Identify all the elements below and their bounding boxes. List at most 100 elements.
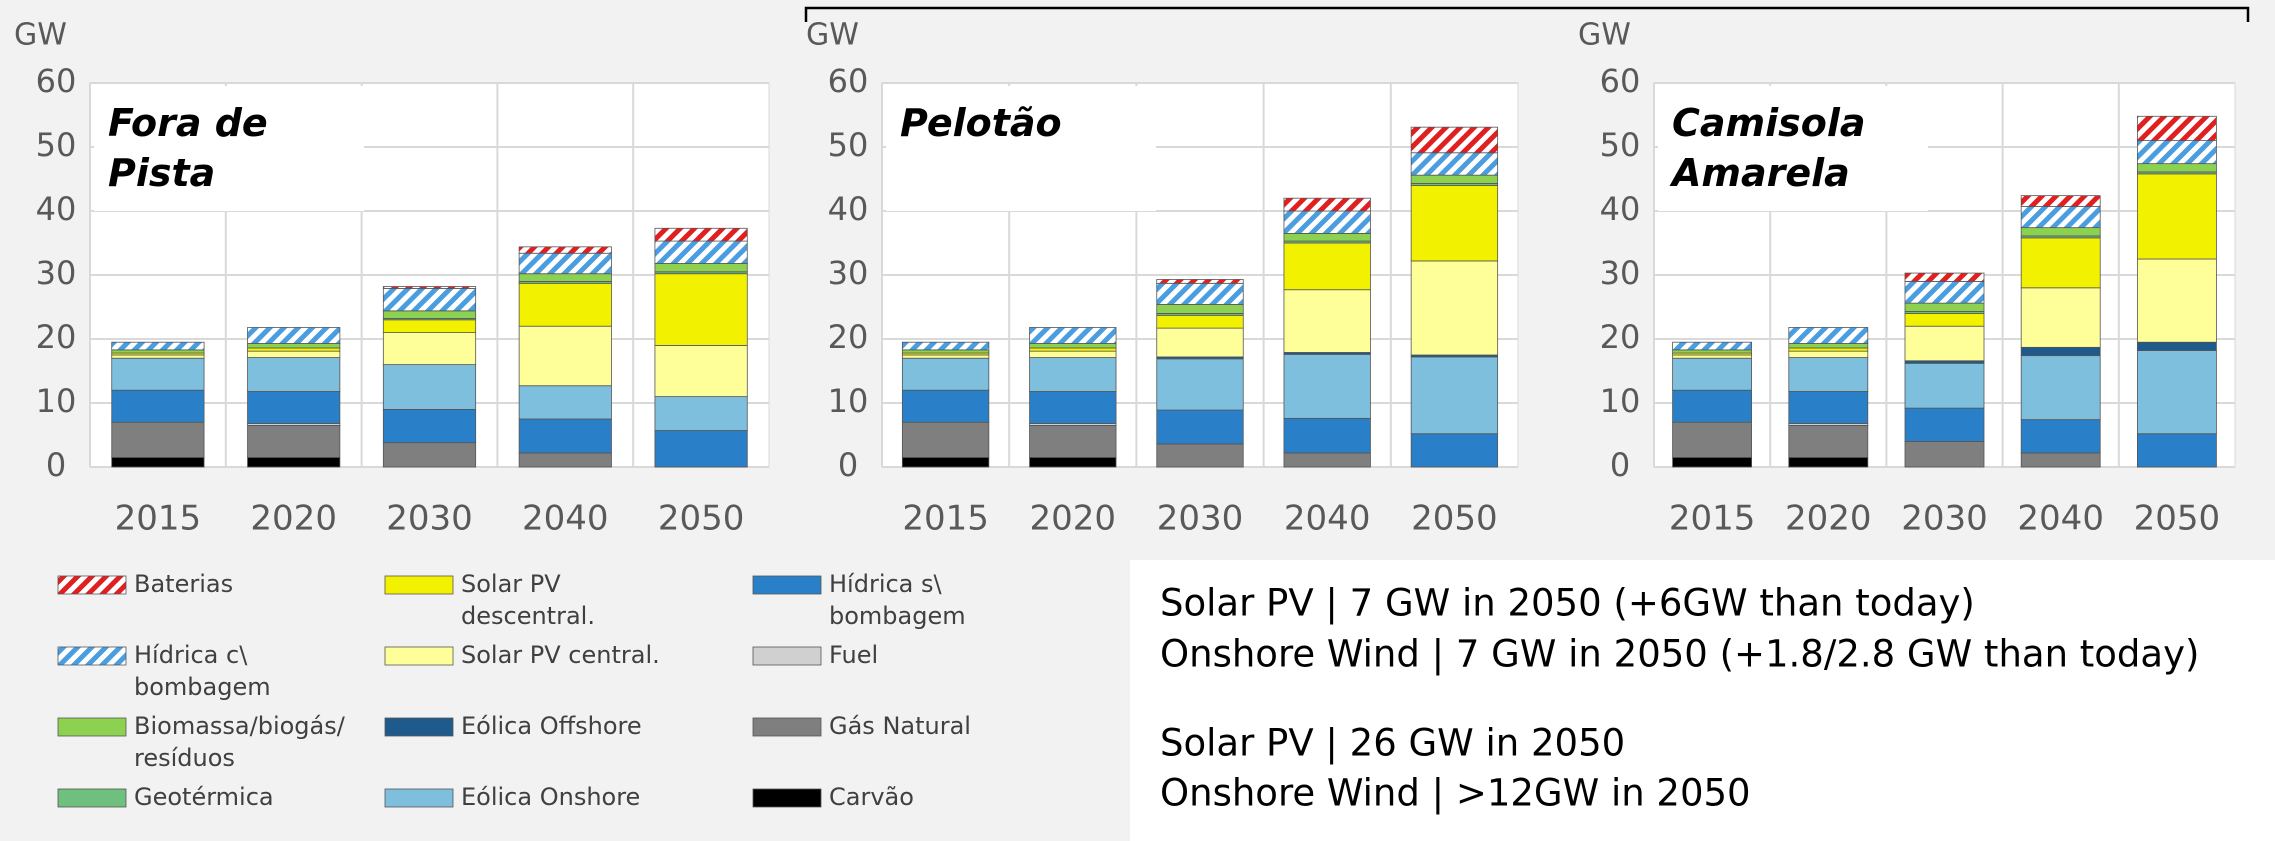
bar-segment [901,421,990,458]
legend-swatch [384,717,454,737]
legend-entry: Hídrica c\ bombagem [134,641,271,701]
x-tick-label: 2015 [1669,499,1756,539]
x-tick-label: 2040 [2017,499,2104,539]
annotation: Solar PV | 26 GW in 2050 [1160,722,1625,765]
bar-segment [1904,272,1985,282]
y-tick-label: 40 [1600,190,1641,228]
y-tick-label: 50 [828,126,869,164]
y-tick-label: 10 [1600,382,1641,420]
bar-segment [654,344,748,397]
x-tick-label: 2020 [250,499,337,539]
y-tick-label: 0 [1610,446,1630,484]
legend-swatch [384,788,454,808]
legend-label: Fuel [829,641,879,669]
bar-segment [1410,356,1499,435]
x-tick-label: 2030 [1901,499,1988,539]
bar-segment [1029,327,1117,344]
legend-label: Hídrica s\ bombagem [829,570,966,630]
y-tick-label: 40 [828,190,869,228]
bar-segment [1788,327,1869,344]
legend-entry: Baterias [134,570,233,598]
legend-label: Biomassa/biogás/ resíduos [134,712,345,772]
bar-segment [1672,341,1753,351]
bar-segment [901,354,990,359]
bar-segment [1029,391,1117,424]
bar-segment [2136,173,2217,260]
bar-segment [518,385,612,420]
bar-segment [111,357,205,391]
bar-segment [2020,227,2101,237]
bar-segment [1029,357,1117,392]
legend-swatch [57,788,127,808]
bar-segment [1283,452,1371,468]
bar-segment [2136,140,2217,165]
y-tick-label: 40 [36,190,77,228]
bar-segment [1156,282,1244,305]
bar-segment [2136,258,2217,343]
bar-segment [654,240,748,264]
y-tick-label: 60 [36,62,77,100]
bar-segment [518,246,612,254]
bar-segment [2020,287,2101,348]
x-tick-label: 2030 [386,499,473,539]
bar-segment [1029,424,1117,458]
bar-segment [1788,424,1869,458]
annotation: Onshore Wind | >12GW in 2050 [1160,772,1751,815]
bar-segment [518,452,612,468]
bar-segment [382,408,477,444]
x-tick-label: 2050 [1411,499,1498,539]
bar-segment [1410,184,1499,262]
bar-segment [2020,237,2101,289]
y-tick-label: 60 [828,62,869,100]
y-tick-label: 0 [46,446,66,484]
bar-segment [654,396,748,431]
bar-segment [1672,354,1753,359]
bar-segment [1788,357,1869,392]
y-axis-label: GW [1578,18,1631,53]
y-tick-label: 20 [828,318,869,356]
y-tick-label: 30 [36,254,77,292]
bar-segment [1029,343,1117,349]
title-box: Pelotão [886,86,1156,211]
bar-segment [901,341,990,351]
bar-segment [518,282,612,327]
legend-label: Solar PV central. [461,641,660,669]
bar-segment [1788,343,1869,349]
x-tick-label: 2020 [1785,499,1872,539]
y-tick-label: 0 [838,446,858,484]
bar-segment [247,327,341,344]
bar-segment [2020,206,2101,229]
legend-entry: Biomassa/biogás/ resíduos [134,712,345,772]
bar-segment [382,332,477,366]
bar-segment [1283,210,1371,234]
bar-segment [1410,152,1499,176]
bar-segment [247,343,341,349]
bar-segment [1672,456,1753,468]
chart-title: Pelotão [886,86,1156,211]
x-tick-label: 2040 [1284,499,1371,539]
legend-entry: Solar PV central. [461,641,660,669]
legend-swatch [57,575,127,595]
x-tick-label: 2050 [658,499,745,539]
bar-segment [1410,433,1499,468]
bar-segment [111,354,205,359]
bar-segment [1672,389,1753,423]
bar-segment [1672,421,1753,458]
title-box: Fora de Pista [94,86,364,211]
legend-swatch [752,788,822,808]
legend-swatch [752,646,822,666]
y-tick-label: 60 [1600,62,1641,100]
bar-segment [111,349,205,354]
bar-segment [382,319,477,333]
y-tick-label: 10 [828,382,869,420]
x-tick-label: 2030 [1157,499,1244,539]
bar-segment [2020,195,2101,207]
bar-segment [654,263,748,273]
bar-segment [1156,314,1244,329]
y-tick-label: 10 [36,382,77,420]
bar-segment [111,456,205,468]
bar-segment [2136,433,2217,468]
x-tick-label: 2020 [1030,499,1117,539]
bar-segment [2136,341,2217,351]
